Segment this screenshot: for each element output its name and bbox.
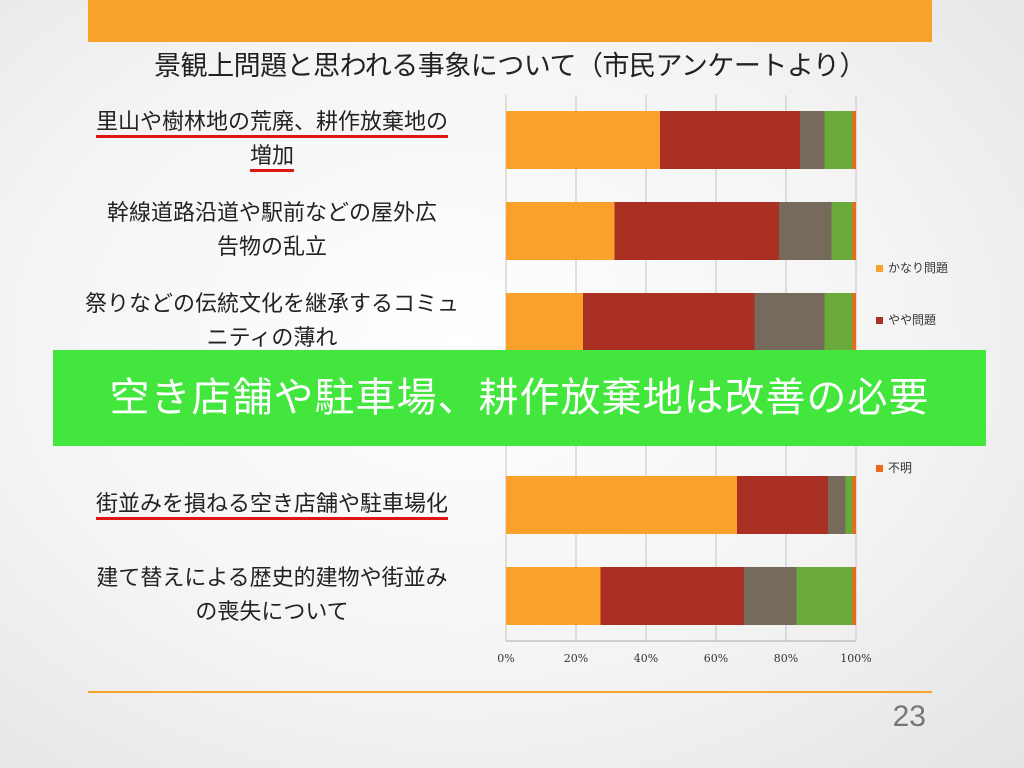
- legend-swatch: [876, 465, 883, 472]
- category-label-line: 祭りなどの伝統文化を継承するコミュ: [84, 292, 459, 317]
- bar-segment: [831, 202, 853, 260]
- x-tick-label: 80%: [774, 652, 798, 665]
- bar-segment: [600, 567, 744, 625]
- bar-segment: [506, 293, 583, 351]
- slide-title: 景観上問題と思われる事象について（市民アンケートより）: [154, 51, 866, 82]
- bar-segment: [744, 567, 797, 625]
- category-label-line: 幹線道路沿道や駅前などの屋外広: [106, 201, 437, 226]
- bar-segment: [779, 202, 832, 260]
- bar-segment: [660, 111, 800, 169]
- bar-segment: [737, 476, 828, 534]
- bar-segment: [852, 202, 856, 260]
- x-tick-label: 100%: [840, 652, 871, 665]
- page-number: 23: [892, 700, 926, 733]
- bar-segment: [614, 202, 779, 260]
- bar-segment: [852, 567, 856, 625]
- bar-segment: [583, 293, 755, 351]
- bar-segment: [852, 111, 856, 169]
- legend-swatch: [876, 317, 883, 324]
- category-label: 里山や樹林地の荒廃、耕作放棄地の 増加: [58, 106, 486, 174]
- bar-segment: [506, 202, 615, 260]
- bar-segment: [824, 293, 853, 351]
- category-label: 建て替えによる歴史的建物や街並み の喪失について: [58, 562, 486, 630]
- bar-segment: [845, 476, 853, 534]
- bar-segment: [506, 567, 601, 625]
- x-tick-label: 60%: [704, 652, 728, 665]
- category-label-line: 増加: [249, 144, 294, 169]
- legend-label: やや問題: [888, 313, 936, 327]
- bar-segment: [754, 293, 825, 351]
- category-label-line: 街並みを損ねる空き店舗や駐車場化: [95, 492, 448, 517]
- bar-segment: [852, 476, 856, 534]
- top-accent-band: [88, 0, 932, 42]
- overlay-banner: 空き店舗や駐車場、耕作放棄地は改善の必要: [53, 350, 986, 446]
- category-label-line: の喪失について: [195, 600, 349, 625]
- x-tick-label: 0%: [497, 652, 514, 665]
- bar-segment: [800, 111, 825, 169]
- legend-label: 不明: [888, 461, 912, 475]
- bar-segment: [828, 476, 846, 534]
- bottom-accent-rule: [88, 691, 932, 693]
- bar-segment: [506, 476, 737, 534]
- bar-segment: [852, 293, 856, 351]
- category-label-line: 告物の乱立: [216, 235, 327, 260]
- x-tick-label: 20%: [564, 652, 588, 665]
- category-label-line: 建て替えによる歴史的建物や街並み: [96, 566, 448, 591]
- bar-segment: [506, 111, 660, 169]
- x-tick-label: 40%: [634, 652, 658, 665]
- category-label: 祭りなどの伝統文化を継承するコミュ ニティの薄れ: [58, 288, 486, 356]
- bar-segment: [796, 567, 853, 625]
- category-label-line: ニティの薄れ: [206, 326, 338, 351]
- category-label-line: 里山や樹林地の荒廃、耕作放棄地の: [95, 110, 448, 135]
- category-label: 幹線道路沿道や駅前などの屋外広 告物の乱立: [58, 197, 486, 265]
- legend-label: かなり問題: [888, 261, 948, 275]
- legend-swatch: [876, 265, 883, 272]
- category-label: 街並みを損ねる空き店舗や駐車場化: [58, 488, 486, 522]
- bar-segment: [824, 111, 853, 169]
